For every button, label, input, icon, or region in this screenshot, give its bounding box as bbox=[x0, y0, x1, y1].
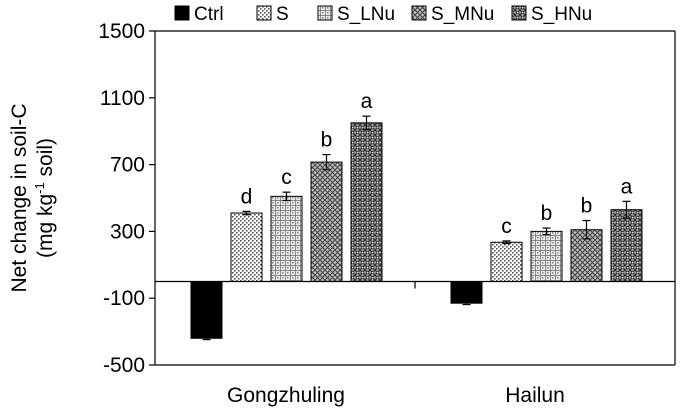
significance-label: d bbox=[241, 185, 253, 208]
legend-swatch-S_MNu bbox=[411, 5, 427, 21]
legend-swatch-Ctrl bbox=[174, 5, 190, 21]
y-axis-title-line2: (mg kg-1 soil) bbox=[32, 138, 57, 258]
bar-Ctrl-Gongzhuling bbox=[190, 281, 223, 339]
y-axis-title: Net change in soil-C (mg kg-1 soil) bbox=[8, 103, 57, 292]
bars: d c b a c b b a bbox=[190, 90, 643, 341]
bar-S_MNu-Gongzhuling bbox=[310, 161, 343, 282]
legend-label-S_LNu: S_LNu bbox=[337, 4, 395, 25]
y-axis: 1500 1100 700 300 -100 -500 bbox=[98, 20, 155, 377]
significance-label: a bbox=[361, 90, 373, 113]
bar-S_HNu-Hailun bbox=[610, 209, 643, 282]
axes bbox=[154, 30, 676, 366]
significance-label: c bbox=[281, 166, 292, 189]
bar-Ctrl-Hailun bbox=[450, 281, 483, 304]
legend-label-Ctrl: Ctrl bbox=[194, 4, 224, 25]
legend-swatch-S_HNu bbox=[511, 5, 527, 21]
y-tick-label: 1500 bbox=[98, 20, 145, 43]
legend-label-S_MNu: S_MNu bbox=[431, 4, 494, 25]
bar-S_LNu-Hailun bbox=[530, 230, 563, 282]
significance-label: b bbox=[321, 129, 333, 152]
legend-swatch-S_LNu bbox=[317, 5, 333, 21]
y-tick-label: 300 bbox=[110, 220, 145, 243]
legend-label-S_HNu: S_HNu bbox=[531, 4, 592, 25]
y-tick-label: -500 bbox=[103, 354, 145, 377]
bar-S-Hailun bbox=[490, 241, 523, 283]
legend: Ctrl S S_LNu S_MNu S_HNu bbox=[174, 4, 592, 25]
bar-S_LNu-Gongzhuling bbox=[270, 195, 303, 282]
y-tick-label: 1100 bbox=[100, 87, 145, 110]
significance-label: c bbox=[501, 215, 512, 238]
category-label-Gongzhuling: Gongzhuling bbox=[227, 384, 345, 407]
significance-label: a bbox=[621, 175, 633, 198]
y-axis-title-line1: Net change in soil-C bbox=[8, 103, 31, 292]
category-labels: Gongzhuling Hailun bbox=[227, 384, 565, 407]
category-label-Hailun: Hailun bbox=[505, 384, 565, 407]
bar-S-Gongzhuling bbox=[230, 212, 263, 282]
legend-swatch-S bbox=[256, 5, 272, 21]
legend-label-S: S bbox=[276, 4, 289, 25]
bar-S_HNu-Gongzhuling bbox=[350, 122, 383, 282]
y-tick-label: -100 bbox=[103, 287, 145, 310]
significance-label: b bbox=[541, 202, 553, 225]
y-tick-label: 700 bbox=[110, 154, 145, 177]
significance-label: b bbox=[581, 195, 593, 218]
